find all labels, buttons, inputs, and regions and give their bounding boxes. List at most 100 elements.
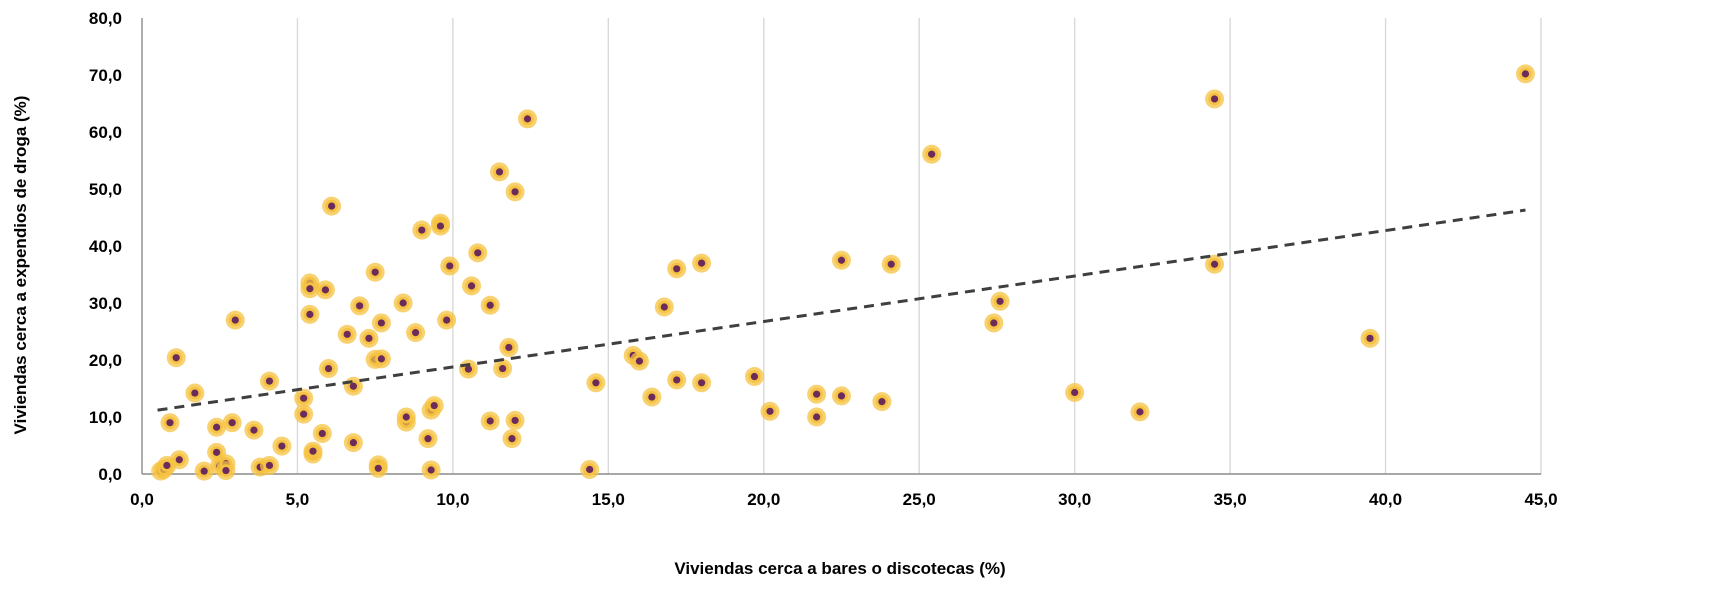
data-point-core (231, 316, 239, 324)
data-point-core (486, 417, 494, 425)
data-point (315, 280, 335, 300)
data-point-core (377, 355, 385, 363)
data-point-core (837, 392, 846, 400)
data-point (505, 410, 525, 430)
data-point-core (511, 188, 519, 196)
data-point-core (343, 330, 351, 338)
data-point-core (698, 259, 706, 267)
data-point (216, 461, 236, 481)
data-point-core (318, 429, 326, 438)
data-point-core (328, 202, 336, 210)
y-tick-label: 0,0 (98, 465, 122, 484)
data-point-core (443, 316, 451, 324)
data-point-core (499, 364, 507, 373)
data-point (365, 262, 385, 282)
data-point (586, 373, 606, 393)
x-tick-label: 35,0 (1214, 490, 1247, 509)
data-point (502, 429, 522, 449)
trendline-group (157, 208, 1526, 412)
data-point (468, 243, 488, 263)
data-point (832, 386, 851, 406)
data-point-core (300, 394, 308, 402)
data-point (580, 459, 600, 479)
data-point (493, 359, 513, 379)
data-point-core (324, 364, 333, 373)
data-point-core (813, 413, 821, 421)
data-point (667, 370, 687, 390)
data-point (322, 196, 342, 216)
data-point (259, 455, 279, 475)
data-point (984, 313, 1004, 333)
data-point (294, 404, 314, 424)
data-point-core (508, 435, 516, 443)
data-point-core (474, 249, 482, 257)
data-point-core (673, 265, 681, 273)
trendline (157, 208, 1526, 412)
data-point (881, 254, 901, 274)
data-point (692, 253, 712, 273)
data-point (368, 458, 388, 478)
data-point (412, 220, 432, 240)
data-point-core (1210, 260, 1219, 268)
data-point (185, 383, 205, 403)
data-point-core (222, 466, 230, 475)
data-point (359, 328, 379, 348)
data-point-core (365, 334, 373, 342)
y-tick-labels: 0,0 10,0 20,0 30,0 40,0 50,0 60,0 70,0 80,0 (89, 9, 122, 484)
y-tick-label: 80,0 (89, 9, 122, 28)
data-point-core (349, 382, 358, 390)
data-point-core (592, 379, 600, 387)
data-point-core (191, 389, 199, 397)
data-point-core (278, 442, 286, 450)
x-tick-label: 40,0 (1369, 490, 1402, 509)
data-point-core (635, 357, 644, 365)
data-point-core (766, 407, 774, 415)
data-point-core (673, 376, 681, 384)
data-point-core (511, 416, 519, 425)
data-point-core (418, 226, 426, 234)
data-point (872, 392, 892, 412)
data-point-core (374, 464, 382, 472)
data-point (832, 250, 851, 270)
data-point-core (371, 268, 379, 276)
data-point (337, 324, 357, 344)
data-point-core (464, 365, 473, 373)
data-point (272, 436, 292, 456)
data-point (807, 384, 827, 404)
data-point (480, 295, 500, 315)
data-point-core (213, 423, 221, 431)
x-tick-labels: 0,0 5,0 10,0 15,0 20,0 25,0 30,0 35,0 40,0 45,0 (130, 490, 1557, 509)
data-point (1205, 89, 1225, 109)
data-point-core (436, 222, 445, 230)
data-point-core (349, 439, 358, 447)
data-point-core (446, 262, 454, 270)
data-point (312, 424, 332, 444)
y-tick-label: 30,0 (89, 294, 122, 313)
data-point-core (300, 410, 308, 418)
x-axis-title: Viviendas cerca a bares o discotecas (%) (674, 559, 1005, 578)
x-tick-label: 45,0 (1524, 490, 1557, 509)
data-point-core (321, 286, 330, 294)
data-point (1130, 402, 1150, 422)
data-point-core (878, 398, 886, 406)
data-point (518, 109, 538, 129)
data-point-core (166, 419, 174, 427)
data-point-core (996, 297, 1004, 305)
data-point-core (1366, 334, 1374, 342)
data-point-core (306, 285, 314, 293)
data-point (760, 401, 780, 421)
data-point-core (813, 390, 821, 398)
data-point-core (427, 466, 435, 474)
data-point (300, 304, 320, 324)
data-point-core (586, 465, 594, 474)
data-point-core (750, 372, 759, 381)
data-point (259, 371, 279, 391)
data-point (1515, 64, 1535, 84)
y-tick-label: 10,0 (89, 408, 122, 427)
data-point (194, 461, 214, 481)
x-tick-label: 0,0 (130, 490, 154, 509)
data-point-core (495, 168, 504, 176)
data-point (458, 359, 478, 379)
data-point (166, 348, 186, 368)
data-point (421, 460, 441, 480)
